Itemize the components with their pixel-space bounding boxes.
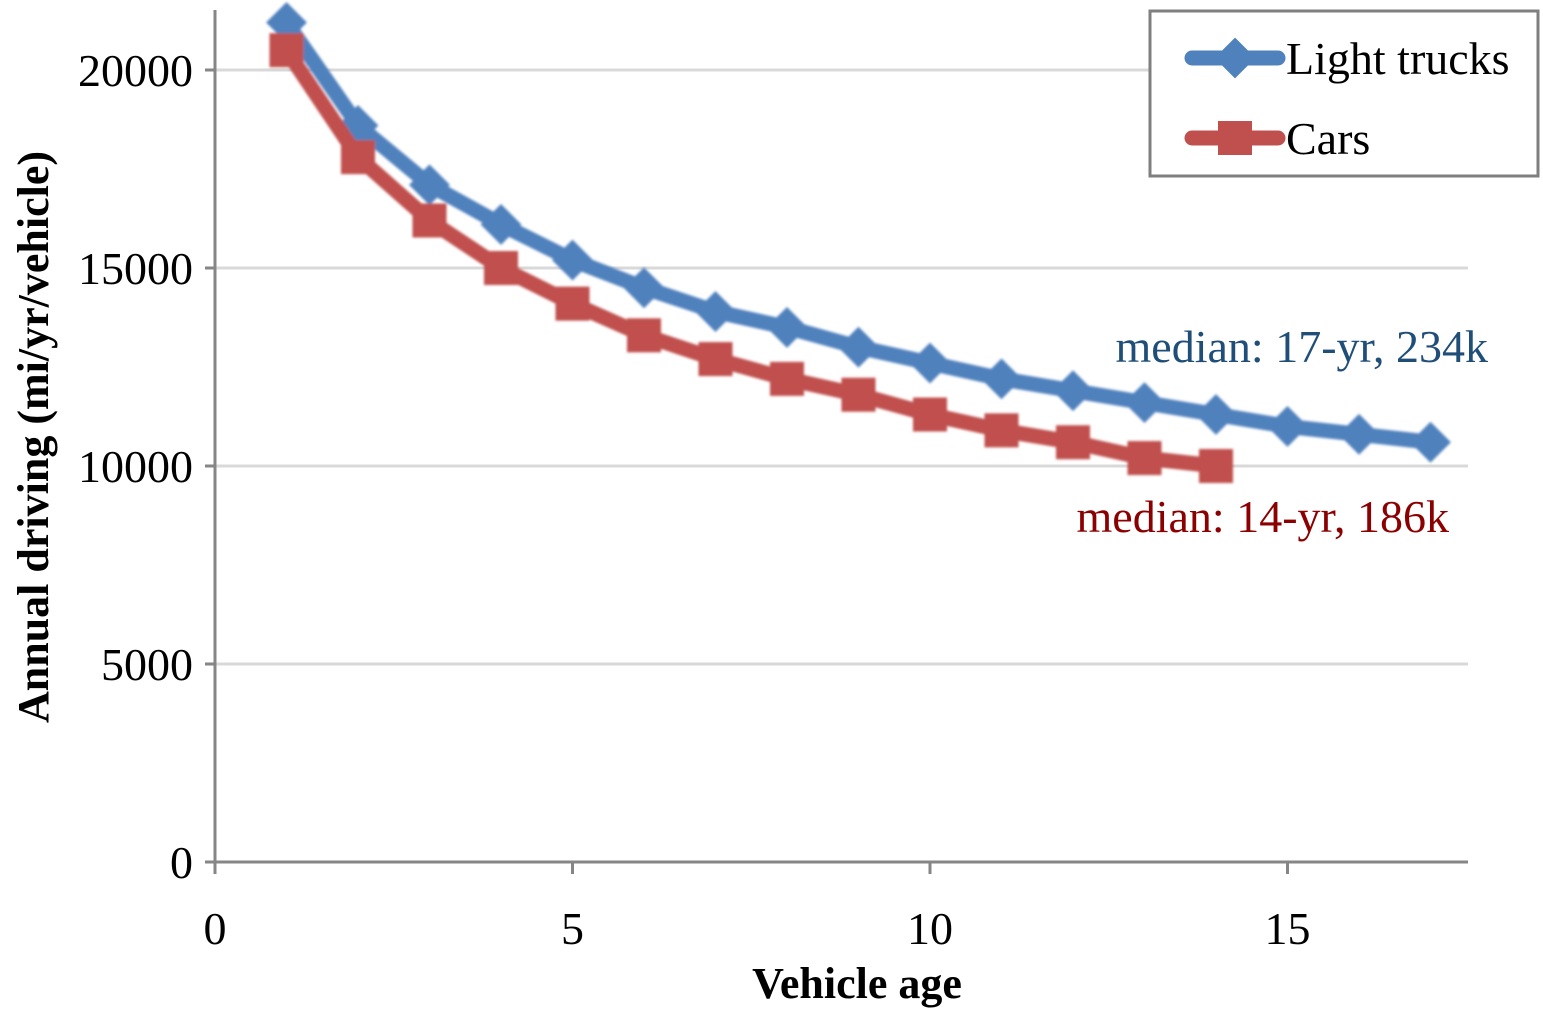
data-point (909, 342, 951, 384)
annotation-cars: median: 14-yr, 186k (1077, 491, 1449, 542)
y-tick-label: 20000 (78, 45, 193, 96)
data-point (766, 306, 808, 348)
data-point (555, 286, 590, 321)
x-tick-label: 15 (1265, 903, 1311, 954)
legend-swatch-marker (1218, 121, 1252, 155)
series-light-trucks (266, 2, 1451, 463)
data-point (269, 33, 304, 68)
data-point (480, 204, 522, 245)
legend-entry: Light trucks (1184, 33, 1510, 84)
series-cars (269, 33, 1233, 483)
data-point (1199, 449, 1233, 483)
data-point (913, 397, 947, 432)
legend-label: Light trucks (1286, 33, 1510, 84)
legend-swatch-marker (1214, 37, 1256, 79)
axes: 0 5000 10000 15000 20000 0 5 10 15 (78, 10, 1468, 954)
data-point (1410, 421, 1451, 463)
legend-frame (1148, 9, 1540, 178)
y-tick-label: 10000 (78, 441, 193, 492)
data-point (984, 413, 1019, 448)
annotation-light-trucks: median: 17-yr, 234k (1116, 321, 1488, 372)
data-point (838, 326, 879, 368)
data-point (341, 140, 375, 175)
y-tick-label: 5000 (101, 639, 193, 690)
series-group (266, 2, 1451, 483)
legend-items: Light trucks Cars (1184, 33, 1510, 164)
x-tick-label: 5 (561, 903, 584, 954)
data-point (1195, 394, 1237, 435)
data-point (841, 377, 876, 412)
y-tick-label: 15000 (78, 243, 193, 294)
data-point (1127, 441, 1162, 476)
data-point (1124, 382, 1165, 424)
data-point (627, 318, 661, 353)
data-point (770, 361, 804, 396)
data-point (1338, 413, 1380, 455)
data-point (412, 203, 447, 238)
data-point (1056, 425, 1090, 460)
legend-entry: Cars (1184, 113, 1370, 164)
data-point (623, 267, 665, 309)
data-point (1052, 370, 1094, 412)
x-axis-title: Vehicle age (752, 959, 962, 1008)
y-tick-label: 0 (170, 837, 193, 888)
data-point (484, 251, 518, 285)
data-point (695, 291, 736, 332)
legend: Light trucks Cars (1148, 9, 1540, 178)
data-point (698, 342, 733, 377)
x-tick-label: 10 (907, 903, 953, 954)
x-tick-label: 0 (204, 903, 227, 954)
data-point (552, 239, 593, 281)
data-point (1267, 405, 1308, 447)
y-axis-title: Annual driving (mi/yr/vehicle) (9, 151, 58, 723)
legend-label: Cars (1286, 113, 1370, 164)
data-point (981, 358, 1022, 400)
